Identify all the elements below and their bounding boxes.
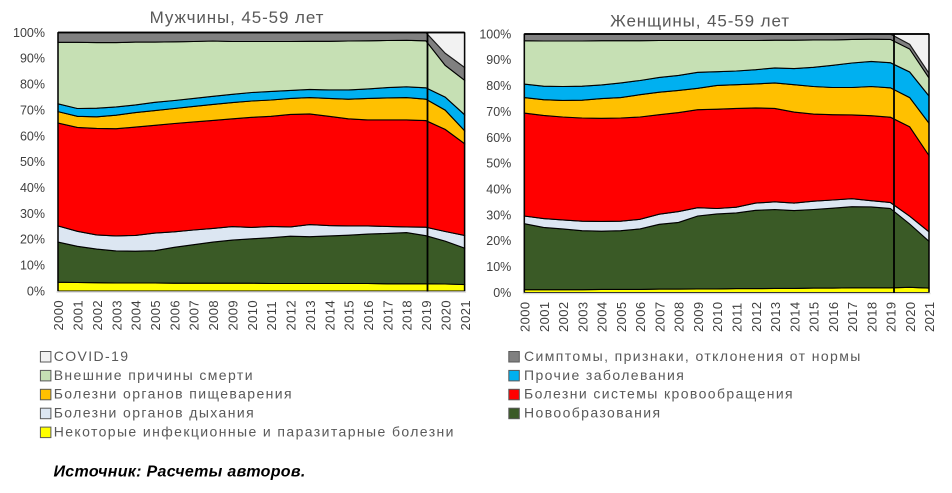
svg-text:2015: 2015: [807, 301, 822, 332]
svg-text:2008: 2008: [672, 301, 687, 332]
svg-text:100%: 100%: [13, 26, 45, 40]
svg-text:0%: 0%: [493, 286, 511, 300]
svg-text:70%: 70%: [486, 105, 511, 119]
svg-text:Симптомы, признаки, отклонения: Симптомы, признаки, отклонения от нормы: [524, 348, 862, 364]
svg-text:40%: 40%: [486, 183, 511, 197]
svg-text:50%: 50%: [486, 157, 511, 171]
svg-text:2012: 2012: [284, 300, 299, 331]
svg-text:2017: 2017: [845, 301, 860, 332]
svg-text:40%: 40%: [20, 181, 45, 195]
svg-text:10%: 10%: [20, 259, 45, 273]
svg-text:90%: 90%: [486, 53, 511, 67]
svg-text:Новообразования: Новообразования: [524, 405, 661, 421]
svg-text:2007: 2007: [652, 301, 667, 332]
svg-text:2001: 2001: [71, 300, 86, 331]
svg-text:2006: 2006: [633, 301, 648, 332]
svg-text:Источник: Расчеты авторов.: Источник: Расчеты авторов.: [54, 464, 306, 481]
svg-text:2002: 2002: [556, 301, 571, 332]
svg-text:50%: 50%: [20, 155, 45, 169]
svg-text:2010: 2010: [245, 300, 260, 331]
svg-text:2021: 2021: [458, 300, 473, 331]
svg-text:60%: 60%: [486, 131, 511, 145]
svg-text:COVID-19: COVID-19: [54, 348, 130, 364]
svg-text:90%: 90%: [20, 52, 45, 66]
svg-text:Болезни системы кровообращения: Болезни системы кровообращения: [524, 386, 794, 402]
svg-text:0%: 0%: [27, 284, 45, 298]
svg-text:2009: 2009: [226, 300, 241, 331]
svg-text:2005: 2005: [148, 300, 163, 331]
svg-text:2006: 2006: [167, 300, 182, 331]
svg-text:2017: 2017: [380, 300, 395, 331]
svg-text:2013: 2013: [303, 300, 318, 331]
svg-text:2005: 2005: [614, 301, 629, 332]
svg-text:2012: 2012: [749, 301, 764, 332]
svg-text:2011: 2011: [264, 301, 279, 331]
svg-text:2018: 2018: [864, 301, 879, 332]
svg-text:2019: 2019: [419, 300, 434, 331]
svg-text:Некоторые инфекционные и параз: Некоторые инфекционные и паразитарные бо…: [54, 424, 455, 440]
svg-text:2003: 2003: [575, 301, 590, 332]
svg-text:60%: 60%: [20, 129, 45, 143]
svg-text:2014: 2014: [322, 300, 337, 331]
svg-text:2015: 2015: [342, 300, 357, 331]
svg-text:80%: 80%: [20, 78, 45, 92]
svg-text:100%: 100%: [479, 27, 511, 41]
svg-text:2008: 2008: [206, 300, 221, 331]
svg-text:80%: 80%: [486, 79, 511, 93]
svg-text:2018: 2018: [400, 300, 415, 331]
svg-text:2016: 2016: [826, 301, 841, 332]
svg-text:Женщины, 45-59 лет: Женщины, 45-59 лет: [610, 11, 790, 30]
svg-text:Болезни органов пищеварения: Болезни органов пищеварения: [54, 386, 293, 402]
svg-text:Мужчины, 45-59 лет: Мужчины, 45-59 лет: [150, 8, 325, 27]
svg-text:2003: 2003: [109, 300, 124, 331]
svg-text:2000: 2000: [51, 300, 66, 331]
svg-text:2010: 2010: [710, 301, 725, 332]
svg-text:2004: 2004: [595, 301, 610, 332]
svg-text:2019: 2019: [884, 301, 899, 332]
svg-text:30%: 30%: [486, 208, 511, 222]
svg-text:2001: 2001: [537, 301, 552, 332]
svg-text:10%: 10%: [486, 260, 511, 274]
svg-text:2014: 2014: [787, 301, 802, 332]
svg-text:2020: 2020: [438, 300, 453, 331]
svg-text:30%: 30%: [20, 207, 45, 221]
svg-text:2016: 2016: [361, 300, 376, 331]
svg-text:2020: 2020: [903, 301, 918, 332]
svg-text:70%: 70%: [20, 104, 45, 118]
svg-text:2013: 2013: [768, 301, 783, 332]
svg-text:2021: 2021: [922, 301, 937, 332]
svg-text:Прочие заболевания: Прочие заболевания: [524, 367, 685, 383]
svg-text:2000: 2000: [518, 301, 533, 332]
svg-text:2009: 2009: [691, 301, 706, 332]
svg-text:20%: 20%: [486, 234, 511, 248]
svg-text:2002: 2002: [90, 300, 105, 331]
svg-text:20%: 20%: [20, 233, 45, 247]
svg-text:Болезни органов дыхания: Болезни органов дыхания: [54, 405, 255, 421]
svg-text:2011: 2011: [730, 302, 745, 332]
svg-text:2004: 2004: [129, 300, 144, 331]
svg-text:2007: 2007: [187, 300, 202, 331]
svg-text:Внешние причины смерти: Внешние причины смерти: [54, 367, 254, 383]
